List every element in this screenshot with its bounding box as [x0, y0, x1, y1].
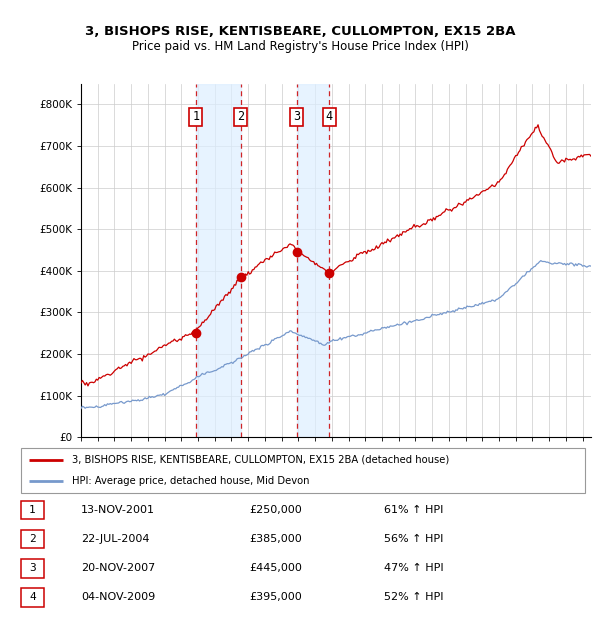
Text: 3: 3 [29, 563, 36, 574]
Text: 13-NOV-2001: 13-NOV-2001 [81, 505, 155, 515]
Text: 22-JUL-2004: 22-JUL-2004 [81, 534, 149, 544]
Text: 3, BISHOPS RISE, KENTISBEARE, CULLOMPTON, EX15 2BA: 3, BISHOPS RISE, KENTISBEARE, CULLOMPTON… [85, 25, 515, 38]
Text: 1: 1 [29, 505, 36, 515]
Text: £395,000: £395,000 [249, 592, 302, 603]
Text: HPI: Average price, detached house, Mid Devon: HPI: Average price, detached house, Mid … [72, 476, 309, 485]
Text: 3: 3 [293, 110, 300, 123]
Text: 56% ↑ HPI: 56% ↑ HPI [384, 534, 443, 544]
Text: 2: 2 [29, 534, 36, 544]
Text: 47% ↑ HPI: 47% ↑ HPI [384, 563, 443, 574]
Text: £250,000: £250,000 [249, 505, 302, 515]
Text: 4: 4 [29, 592, 36, 603]
Text: 1: 1 [193, 110, 199, 123]
Text: 3, BISHOPS RISE, KENTISBEARE, CULLOMPTON, EX15 2BA (detached house): 3, BISHOPS RISE, KENTISBEARE, CULLOMPTON… [72, 455, 449, 465]
Text: £445,000: £445,000 [249, 563, 302, 574]
Text: 4: 4 [326, 110, 333, 123]
Text: £385,000: £385,000 [249, 534, 302, 544]
Text: 20-NOV-2007: 20-NOV-2007 [81, 563, 155, 574]
Text: 2: 2 [237, 110, 244, 123]
Text: Price paid vs. HM Land Registry's House Price Index (HPI): Price paid vs. HM Land Registry's House … [131, 40, 469, 53]
Text: 04-NOV-2009: 04-NOV-2009 [81, 592, 155, 603]
Text: 61% ↑ HPI: 61% ↑ HPI [384, 505, 443, 515]
Text: 52% ↑ HPI: 52% ↑ HPI [384, 592, 443, 603]
Bar [296, 84, 329, 437]
Bar [196, 84, 241, 437]
